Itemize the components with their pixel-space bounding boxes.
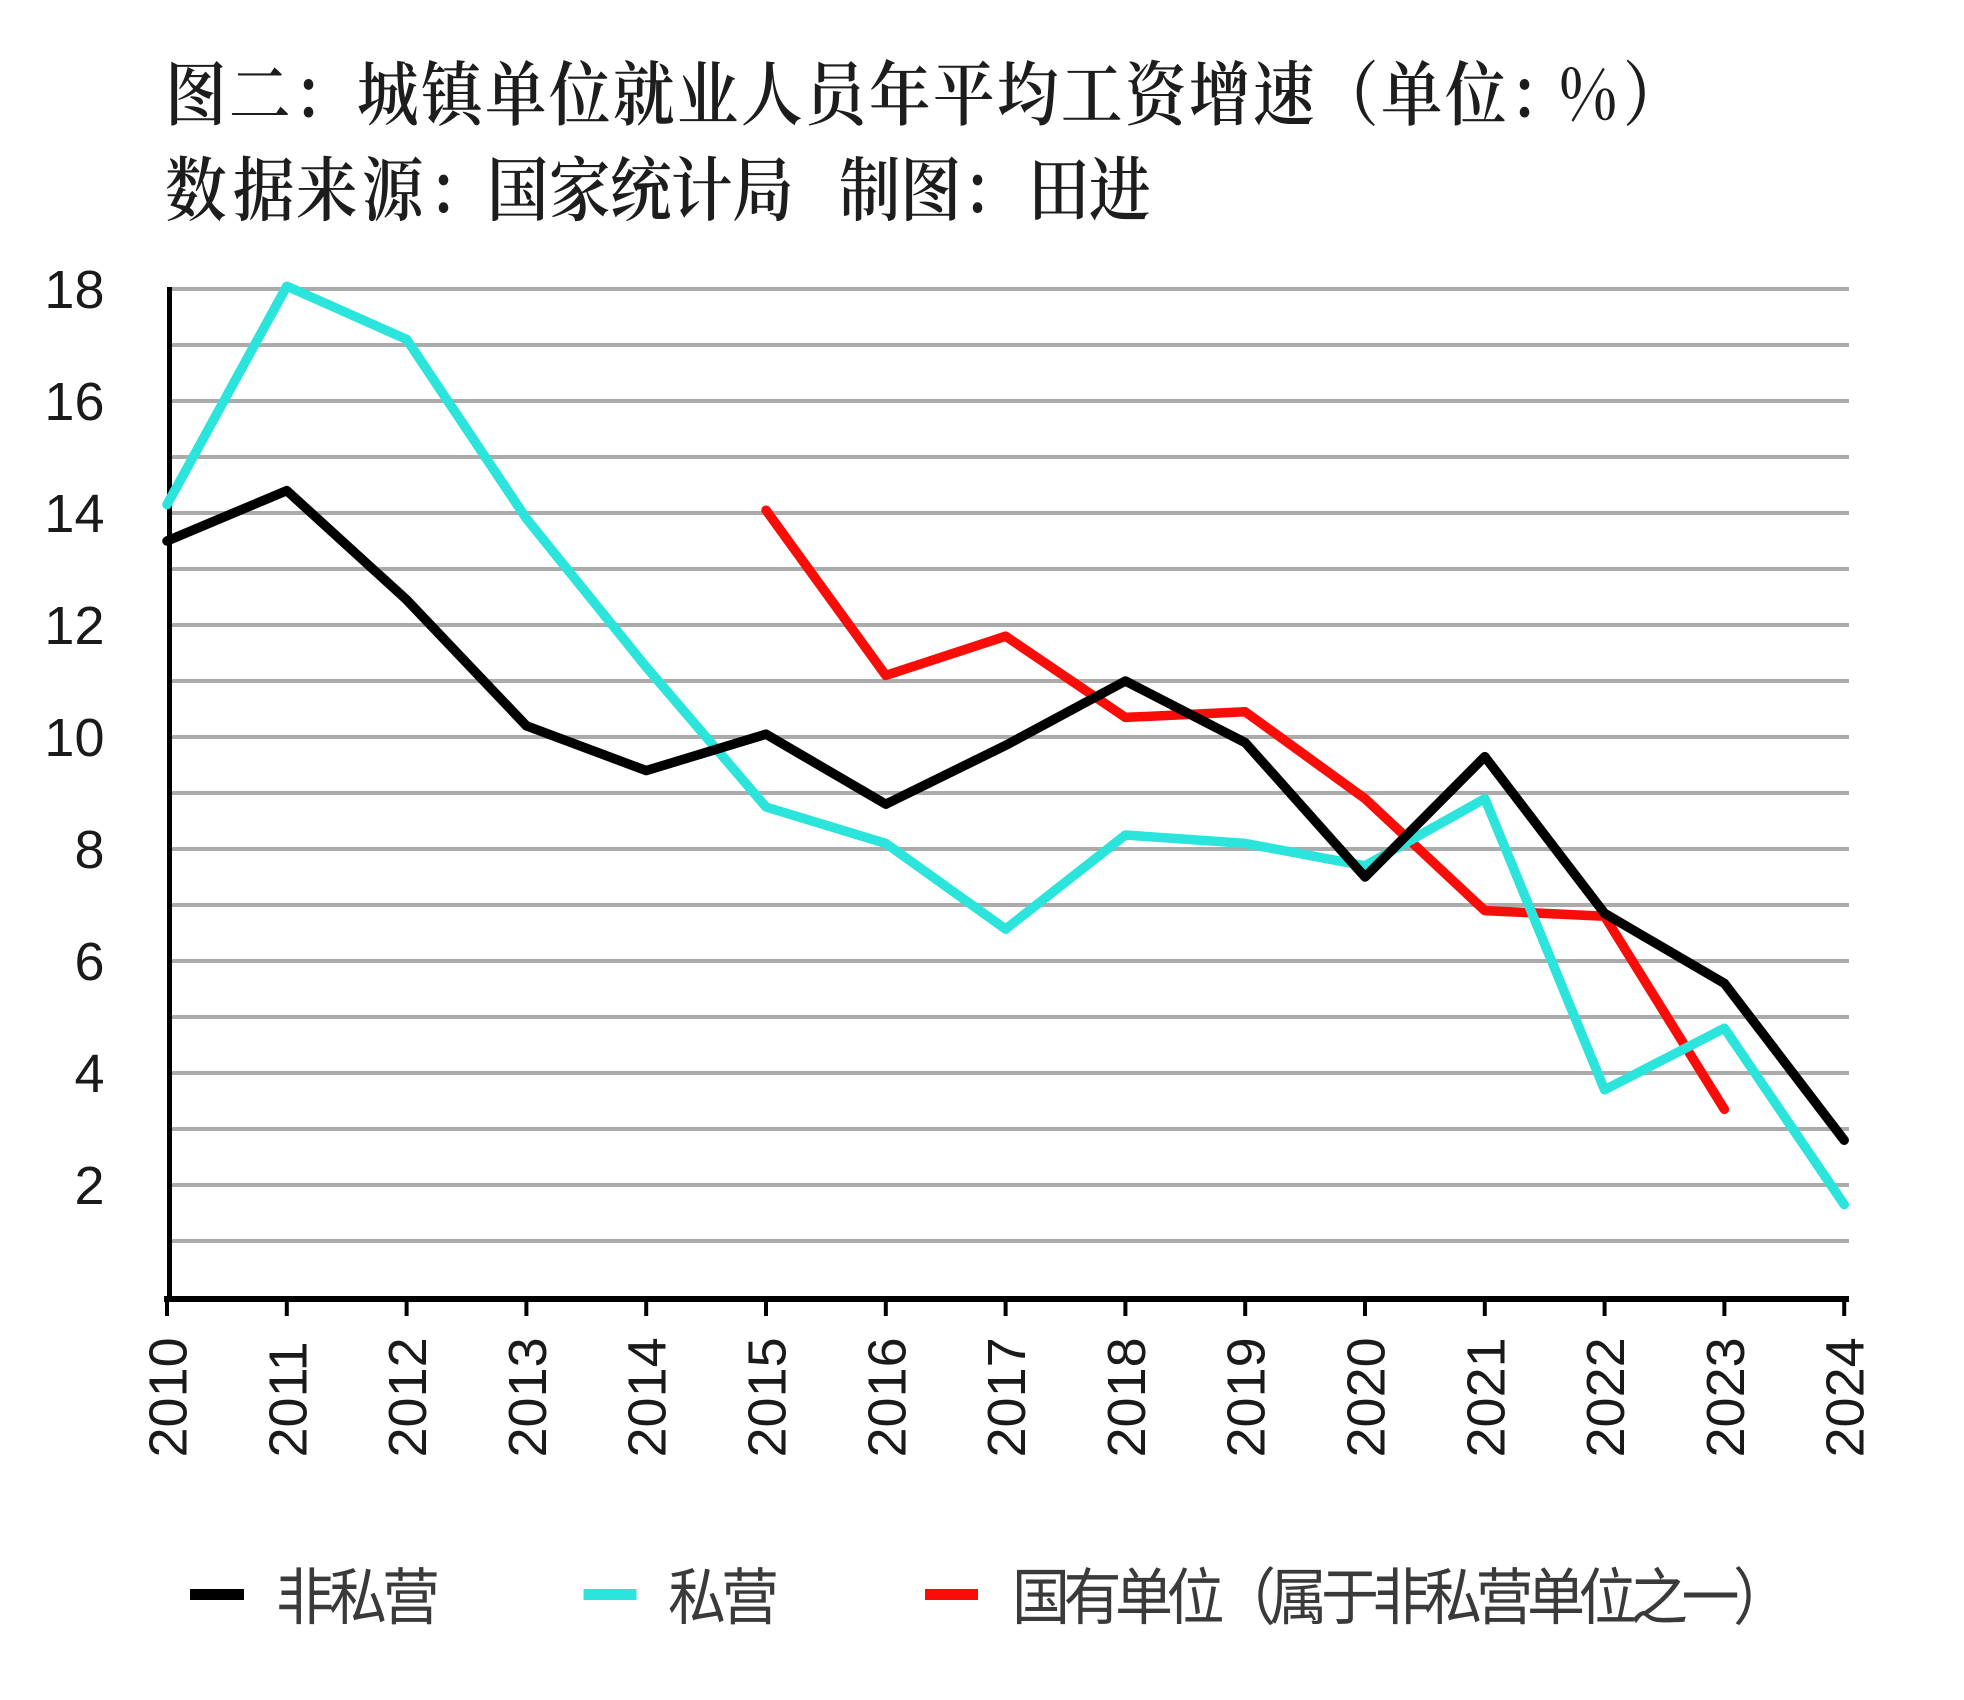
svg-text:2013: 2013 [498, 1337, 558, 1457]
svg-text:2019: 2019 [1217, 1337, 1277, 1457]
svg-text:2015: 2015 [738, 1337, 798, 1457]
svg-text:2010: 2010 [139, 1337, 199, 1457]
svg-text:2: 2 [74, 1156, 104, 1216]
svg-text:2024: 2024 [1816, 1337, 1876, 1457]
svg-text:2014: 2014 [618, 1337, 678, 1457]
svg-text:12: 12 [44, 596, 104, 656]
svg-text:2018: 2018 [1097, 1337, 1157, 1457]
svg-text:2012: 2012 [378, 1337, 438, 1457]
svg-text:2020: 2020 [1337, 1337, 1397, 1457]
svg-text:18: 18 [44, 260, 104, 320]
svg-text:14: 14 [44, 484, 104, 544]
svg-text:6: 6 [74, 932, 104, 992]
svg-text:8: 8 [74, 820, 104, 880]
svg-text:2023: 2023 [1696, 1337, 1756, 1457]
svg-text:2022: 2022 [1576, 1337, 1636, 1457]
svg-text:2017: 2017 [977, 1337, 1037, 1457]
svg-text:2011: 2011 [258, 1341, 318, 1457]
svg-text:10: 10 [44, 708, 104, 768]
svg-text:2021: 2021 [1456, 1337, 1516, 1457]
svg-text:4: 4 [74, 1044, 104, 1104]
svg-text:16: 16 [44, 372, 104, 432]
svg-text:2016: 2016 [857, 1337, 917, 1457]
